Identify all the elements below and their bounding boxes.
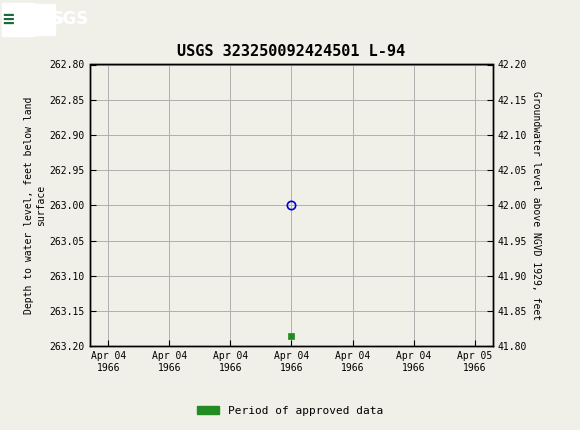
Title: USGS 323250092424501 L-94: USGS 323250092424501 L-94 <box>177 44 405 59</box>
Text: USGS: USGS <box>3 10 64 28</box>
Bar <box>2 3 34 36</box>
Y-axis label: Groundwater level above NGVD 1929, feet: Groundwater level above NGVD 1929, feet <box>531 91 541 320</box>
Y-axis label: Depth to water level, feet below land
surface: Depth to water level, feet below land su… <box>24 97 46 314</box>
FancyBboxPatch shape <box>3 4 55 35</box>
Text: USGS: USGS <box>38 10 89 28</box>
Text: ≡: ≡ <box>2 10 14 29</box>
Legend: Period of approved data: Period of approved data <box>193 401 387 420</box>
